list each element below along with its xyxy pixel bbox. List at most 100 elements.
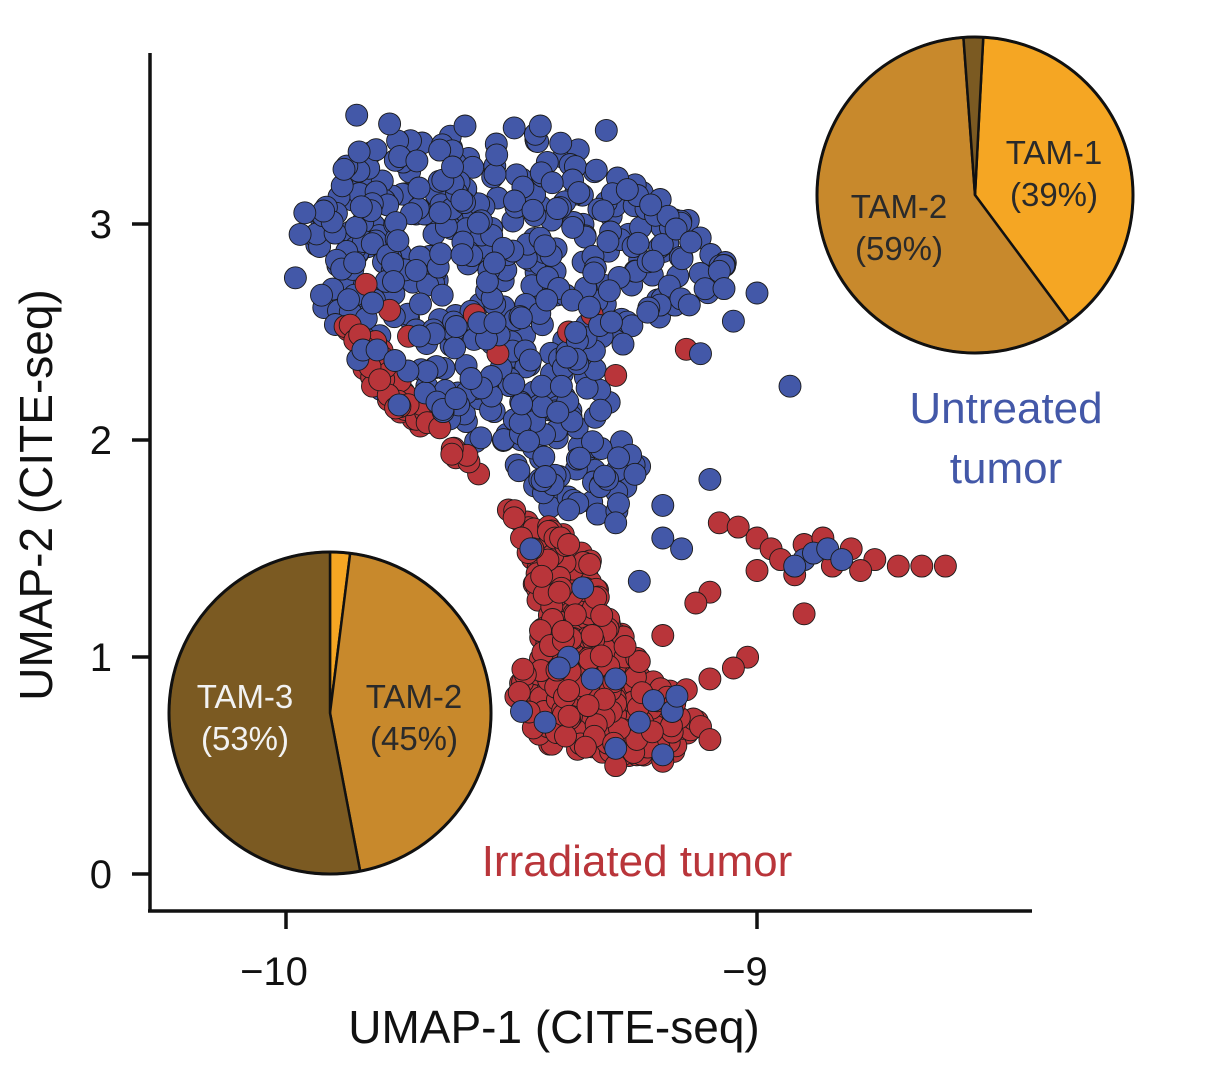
untreated-point	[549, 131, 573, 155]
untreated-point	[450, 243, 474, 267]
untreated-point	[502, 372, 526, 396]
untreated-point	[580, 667, 604, 691]
pie-label-tam-2-percent: (59%)	[855, 230, 943, 267]
untreated-point	[549, 374, 573, 398]
irradiated-point	[886, 554, 910, 578]
irradiated-point	[563, 603, 587, 627]
untreated-point	[783, 554, 807, 578]
untreated-point	[607, 492, 630, 516]
untreated-point	[485, 143, 509, 167]
untreated-point	[679, 230, 703, 254]
untreated-point	[627, 710, 651, 734]
y-tick-label-3: 3	[90, 203, 112, 247]
untreated-point	[428, 138, 452, 162]
y-tick-1: 1	[90, 636, 150, 680]
untreated-point	[405, 149, 429, 173]
irradiated-point	[698, 728, 722, 752]
irradiated-point	[910, 554, 934, 578]
untreated-point	[507, 459, 531, 483]
irradiated-point	[557, 704, 581, 728]
untreated-point	[547, 656, 571, 680]
untreated-point	[651, 526, 675, 550]
irradiated-point	[627, 650, 651, 673]
irradiated-point	[511, 657, 535, 681]
untreated-point	[283, 266, 307, 290]
untreated-point	[344, 215, 368, 239]
untreated-point	[288, 222, 312, 246]
untreated-point	[469, 426, 493, 450]
untreated-point	[557, 498, 581, 522]
untreated-point	[347, 140, 371, 164]
untreated-point	[555, 345, 579, 369]
untreated-point	[627, 569, 651, 593]
untreated-point	[641, 689, 665, 713]
untreated-point	[361, 291, 384, 315]
untreated-point	[604, 667, 628, 691]
untreated-point	[611, 332, 635, 356]
untreated-point	[626, 231, 650, 255]
untreated-point	[510, 392, 534, 416]
untreated-label-line-1: Untreated	[909, 384, 1102, 433]
untreated-point	[482, 251, 506, 275]
untreated-point	[589, 398, 613, 422]
untreated-point	[386, 229, 410, 253]
pie-irradiated: TAM-2 (45%) TAM-3 (53%)	[167, 550, 493, 876]
untreated-point	[383, 349, 407, 372]
pie-outline	[815, 35, 1135, 355]
untreated-point	[528, 114, 552, 138]
x-tick-0: −10	[240, 911, 308, 994]
untreated-point	[712, 277, 736, 301]
untreated-point	[639, 193, 663, 217]
untreated-point	[533, 710, 557, 734]
untreated-point	[533, 234, 557, 258]
untreated-point	[584, 158, 608, 182]
pie-label-tam-3-name: TAM-3	[197, 678, 294, 715]
untreated-point	[597, 279, 621, 303]
untreated-point	[670, 537, 694, 561]
y-tick-2: 2	[90, 419, 150, 463]
untreated-point	[540, 171, 564, 195]
untreated-point	[444, 387, 468, 410]
irradiated-point	[792, 602, 816, 626]
irradiated-point	[651, 624, 675, 647]
untreated-point	[453, 114, 477, 138]
untreated-point	[651, 743, 675, 767]
irradiated-point	[368, 368, 392, 392]
irradiated-point	[573, 735, 597, 759]
untreated-label-line-2: tumor	[950, 444, 1062, 493]
irradiated-point	[613, 634, 637, 658]
y-tick-0: 0	[90, 853, 150, 897]
untreated-point	[546, 400, 570, 424]
untreated-point	[428, 201, 452, 225]
untreated-point	[502, 116, 526, 140]
irradiated-point	[589, 644, 613, 668]
pie-label-tam-2-name: TAM-2	[851, 188, 948, 225]
untreated-point	[349, 195, 373, 219]
untreated-point	[533, 465, 557, 488]
untreated-point	[407, 324, 431, 348]
untreated-point	[594, 118, 618, 142]
points-layer	[283, 103, 957, 778]
untreated-point	[689, 342, 712, 366]
untreated-point	[310, 283, 333, 307]
untreated-point	[698, 467, 722, 491]
untreated-point	[517, 429, 540, 453]
untreated-point	[510, 699, 533, 723]
untreated-point	[466, 211, 490, 235]
untreated-point	[365, 338, 389, 362]
untreated-point	[407, 176, 431, 200]
untreated-point	[332, 157, 356, 181]
untreated-point	[778, 374, 802, 398]
irradiated-point	[578, 552, 602, 576]
pie-label-tam-2-name: TAM-2	[366, 678, 463, 715]
untreated-point	[636, 300, 660, 324]
untreated-point	[721, 309, 745, 333]
untreated-point	[577, 295, 601, 319]
untreated-point	[561, 215, 585, 239]
untreated-point	[830, 548, 854, 572]
untreated-point	[503, 189, 526, 213]
untreated-point	[404, 258, 428, 282]
untreated-point	[535, 288, 559, 312]
untreated-point	[604, 511, 628, 535]
untreated-point	[607, 446, 630, 470]
